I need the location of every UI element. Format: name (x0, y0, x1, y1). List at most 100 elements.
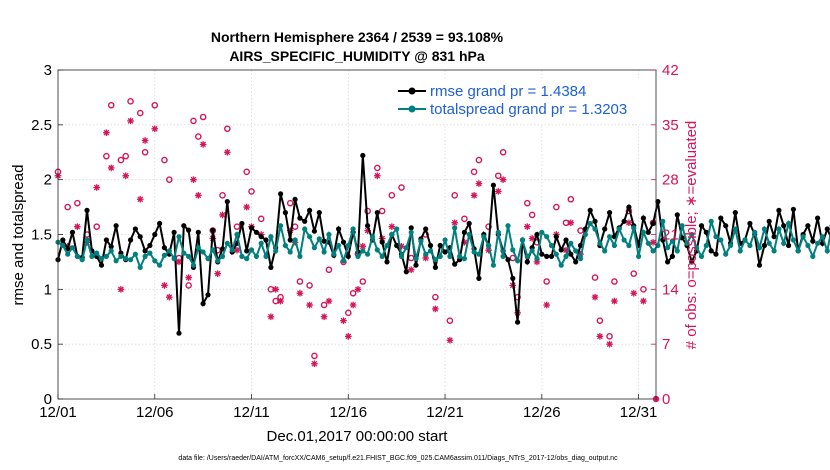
spread-point (795, 248, 801, 254)
spread-point (771, 248, 777, 254)
spread-point (611, 242, 618, 249)
spread-point (558, 262, 564, 268)
x-axis-label: Dec.01,2017 00:00:00 start (267, 428, 449, 445)
spread-point (89, 253, 95, 259)
rmse-point (365, 223, 371, 229)
rmse-point (674, 212, 680, 218)
x-tick-label: 12/21 (426, 404, 464, 421)
rmse-point (703, 229, 709, 235)
spread-point (394, 226, 400, 232)
rmse-point (824, 226, 830, 232)
rmse-point (534, 231, 540, 238)
rmse-point (524, 259, 530, 265)
rmse-point (761, 242, 768, 249)
rmse-point (336, 226, 342, 232)
spread-point (137, 264, 143, 270)
spread-point (297, 253, 303, 259)
rmse-point (239, 220, 245, 227)
rmse-point (626, 204, 632, 210)
rmse-point (607, 210, 613, 216)
spread-point (742, 237, 748, 243)
obs-evaluated-marker (591, 293, 599, 301)
rmse-point (248, 225, 255, 231)
spread-point (311, 245, 317, 251)
obs-evaluated-marker (446, 336, 454, 344)
rmse-point (200, 301, 206, 307)
spread-point (457, 253, 463, 259)
legend-spread-label: totalspread grand pr = 1.3203 (430, 101, 627, 118)
rmse-point (490, 182, 496, 188)
spread-point (761, 226, 768, 232)
rmse-point (268, 264, 274, 270)
obs-evaluated-marker (272, 286, 280, 293)
rmse-point (665, 259, 671, 265)
obs-evaluated-marker (320, 313, 328, 321)
spread-point (379, 253, 385, 259)
rmse-point (113, 223, 119, 229)
spread-point (461, 256, 467, 262)
rmse-point (210, 227, 216, 233)
spread-point (650, 248, 656, 254)
rmse-point (176, 330, 182, 336)
obs-possible-marker (359, 278, 367, 285)
obs-possible-marker (224, 125, 231, 133)
obs-evaluated-marker (344, 333, 352, 340)
obs-possible-marker (233, 223, 241, 230)
spread-point (239, 253, 245, 259)
rmse-point (708, 248, 714, 254)
spread-point (253, 253, 259, 259)
obs-possible-marker (432, 293, 439, 301)
y-right-tick-label: 42 (662, 62, 679, 79)
y-right-tick-label: 21 (662, 227, 679, 244)
spread-point (321, 249, 327, 255)
spread-point (224, 240, 230, 246)
rmse-point (713, 251, 719, 257)
spread-point (142, 253, 148, 259)
rmse-point (573, 259, 579, 265)
obs-possible-marker (296, 278, 304, 285)
obs-possible-marker (161, 156, 168, 164)
obs-evaluated-marker (640, 297, 647, 305)
rmse-point (747, 220, 753, 227)
obs-evaluated-marker (165, 293, 173, 301)
spread-point (553, 251, 559, 257)
rmse-point (432, 264, 438, 270)
y-right-tick-label: 35 (662, 117, 679, 134)
spread-point (655, 242, 661, 249)
spread-point (442, 237, 448, 243)
spread-point (176, 234, 182, 240)
spread-point (723, 251, 729, 257)
spread-point (103, 253, 109, 259)
rmse-point (698, 223, 705, 229)
obs-possible-marker (199, 113, 207, 121)
spread-point (756, 245, 763, 251)
spread-point (161, 252, 167, 258)
spread-point (568, 240, 574, 246)
y-tick-label: 0 (44, 391, 52, 408)
obs-evaluated-marker (407, 266, 415, 274)
series-lines (55, 152, 830, 336)
obs-possible-marker (93, 223, 101, 230)
obs-evaluated-marker (349, 301, 357, 309)
rmse-point (805, 223, 811, 229)
spread-point (84, 237, 90, 243)
obs-possible-marker (107, 101, 115, 109)
rmse-point (157, 220, 163, 227)
spread-point (481, 234, 487, 240)
obs-evaluated-marker (185, 274, 192, 281)
spread-point (665, 245, 671, 251)
obs-possible-marker (596, 317, 604, 324)
spread-point (640, 229, 647, 235)
obs-evaluated-marker (494, 188, 502, 195)
spread-point (60, 242, 66, 249)
y-tick-label: 0.5 (31, 336, 52, 353)
obs-possible-marker (74, 199, 81, 207)
rmse-point (655, 199, 661, 205)
spread-point (713, 234, 719, 240)
obs-possible-marker (475, 156, 483, 164)
spread-point (510, 247, 516, 253)
y-right-tick-label: 7 (662, 336, 670, 353)
rmse-point (345, 253, 351, 259)
spread-point (805, 242, 811, 249)
obs-evaluated-marker (325, 297, 333, 305)
